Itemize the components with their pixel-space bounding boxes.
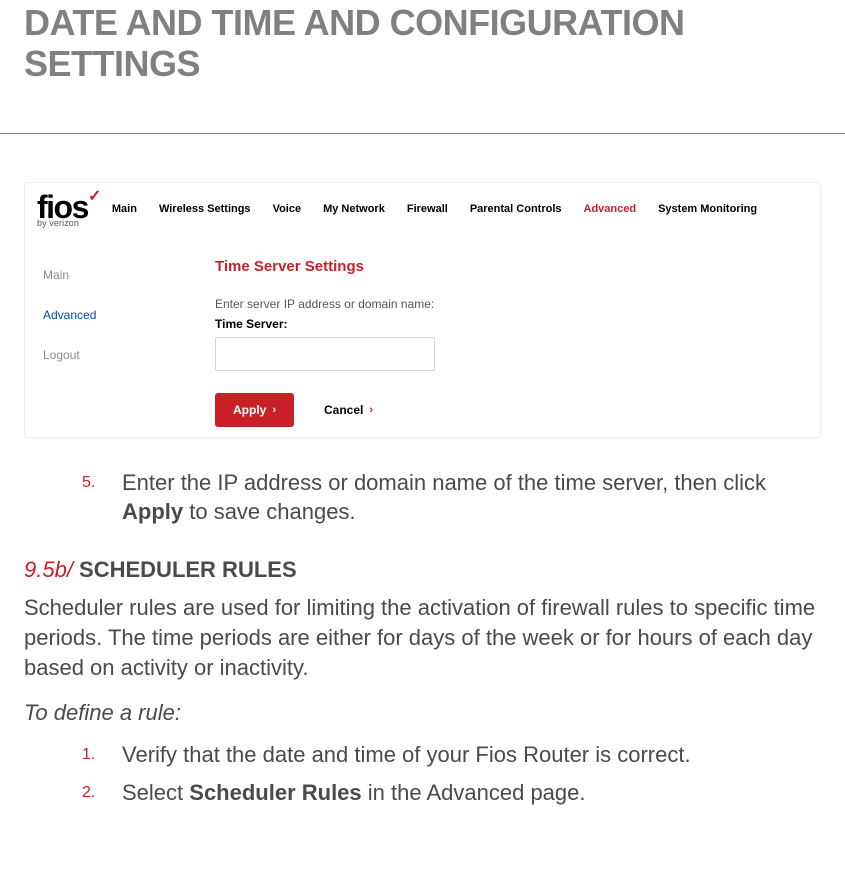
panel-title: Time Server Settings [215, 258, 800, 275]
check-icon: ✓ [88, 189, 100, 205]
section-heading: 9.5b/ SCHEDULER RULES [24, 557, 821, 583]
nav-parental-controls[interactable]: Parental Controls [470, 203, 562, 215]
sidebar-item-logout[interactable]: Logout [43, 348, 215, 362]
sidebar: Main Advanced Logout [25, 258, 215, 427]
sidebar-item-advanced[interactable]: Advanced [43, 308, 215, 322]
step-bold: Apply [122, 499, 183, 524]
step-text: Verify that the date and time of your Fi… [122, 742, 691, 767]
cancel-button-label: Cancel [324, 403, 363, 417]
chevron-right-icon: › [369, 404, 373, 416]
section-name: SCHEDULER RULES [73, 557, 297, 582]
step-text: in the Advanced page. [362, 780, 586, 805]
sub-step-list: 1. Verify that the date and time of your… [24, 740, 821, 807]
step-1: 1. Verify that the date and time of your… [96, 740, 821, 770]
router-body: Main Advanced Logout Time Server Setting… [25, 238, 820, 427]
fios-logo: fios ✓ by verizon [37, 191, 88, 228]
nav-my-network[interactable]: My Network [323, 203, 385, 215]
sidebar-item-main[interactable]: Main [43, 268, 215, 282]
chevron-right-icon: › [272, 404, 276, 416]
button-row: Apply › Cancel › [215, 393, 800, 427]
paragraph-italic: To define a rule: [24, 700, 821, 726]
time-server-label: Time Server: [215, 317, 800, 331]
nav-wireless-settings[interactable]: Wireless Settings [159, 203, 251, 215]
step-text: Select [122, 780, 189, 805]
step-number: 1. [82, 744, 95, 766]
router-ui-screenshot: fios ✓ by verizon Main Wireless Settings… [24, 182, 821, 438]
step-text: Enter the IP address or domain name of t… [122, 470, 766, 495]
section-prefix: 9.5b/ [24, 557, 73, 582]
time-server-input[interactable] [215, 337, 435, 371]
nav-system-monitoring[interactable]: System Monitoring [658, 203, 757, 215]
nav-main[interactable]: Main [112, 203, 137, 215]
nav-voice[interactable]: Voice [273, 203, 302, 215]
step-bold: Scheduler Rules [189, 780, 361, 805]
time-server-panel: Time Server Settings Enter server IP add… [215, 258, 820, 427]
step-text: to save changes. [183, 499, 355, 524]
step-2: 2. Select Scheduler Rules in the Advance… [96, 778, 821, 808]
cancel-button[interactable]: Cancel › [324, 403, 373, 417]
panel-desc: Enter server IP address or domain name: [215, 297, 800, 311]
fios-word-text: fios [37, 189, 88, 225]
step-list: 5. Enter the IP address or domain name o… [24, 468, 821, 527]
paragraph: Scheduler rules are used for limiting th… [24, 593, 821, 682]
apply-button-label: Apply [233, 403, 266, 417]
fios-logo-word: fios ✓ [37, 191, 88, 223]
page-title: DATE AND TIME AND CONFIGURATION SETTINGS [24, 0, 821, 85]
step-number: 5. [82, 472, 95, 494]
step-number: 2. [82, 782, 95, 804]
router-header: fios ✓ by verizon Main Wireless Settings… [25, 183, 820, 238]
apply-button[interactable]: Apply › [215, 393, 294, 427]
nav-advanced[interactable]: Advanced [584, 203, 637, 215]
step-5: 5. Enter the IP address or domain name o… [96, 468, 821, 527]
nav-firewall[interactable]: Firewall [407, 203, 448, 215]
divider [0, 133, 845, 134]
top-nav: Main Wireless Settings Voice My Network … [112, 203, 757, 215]
